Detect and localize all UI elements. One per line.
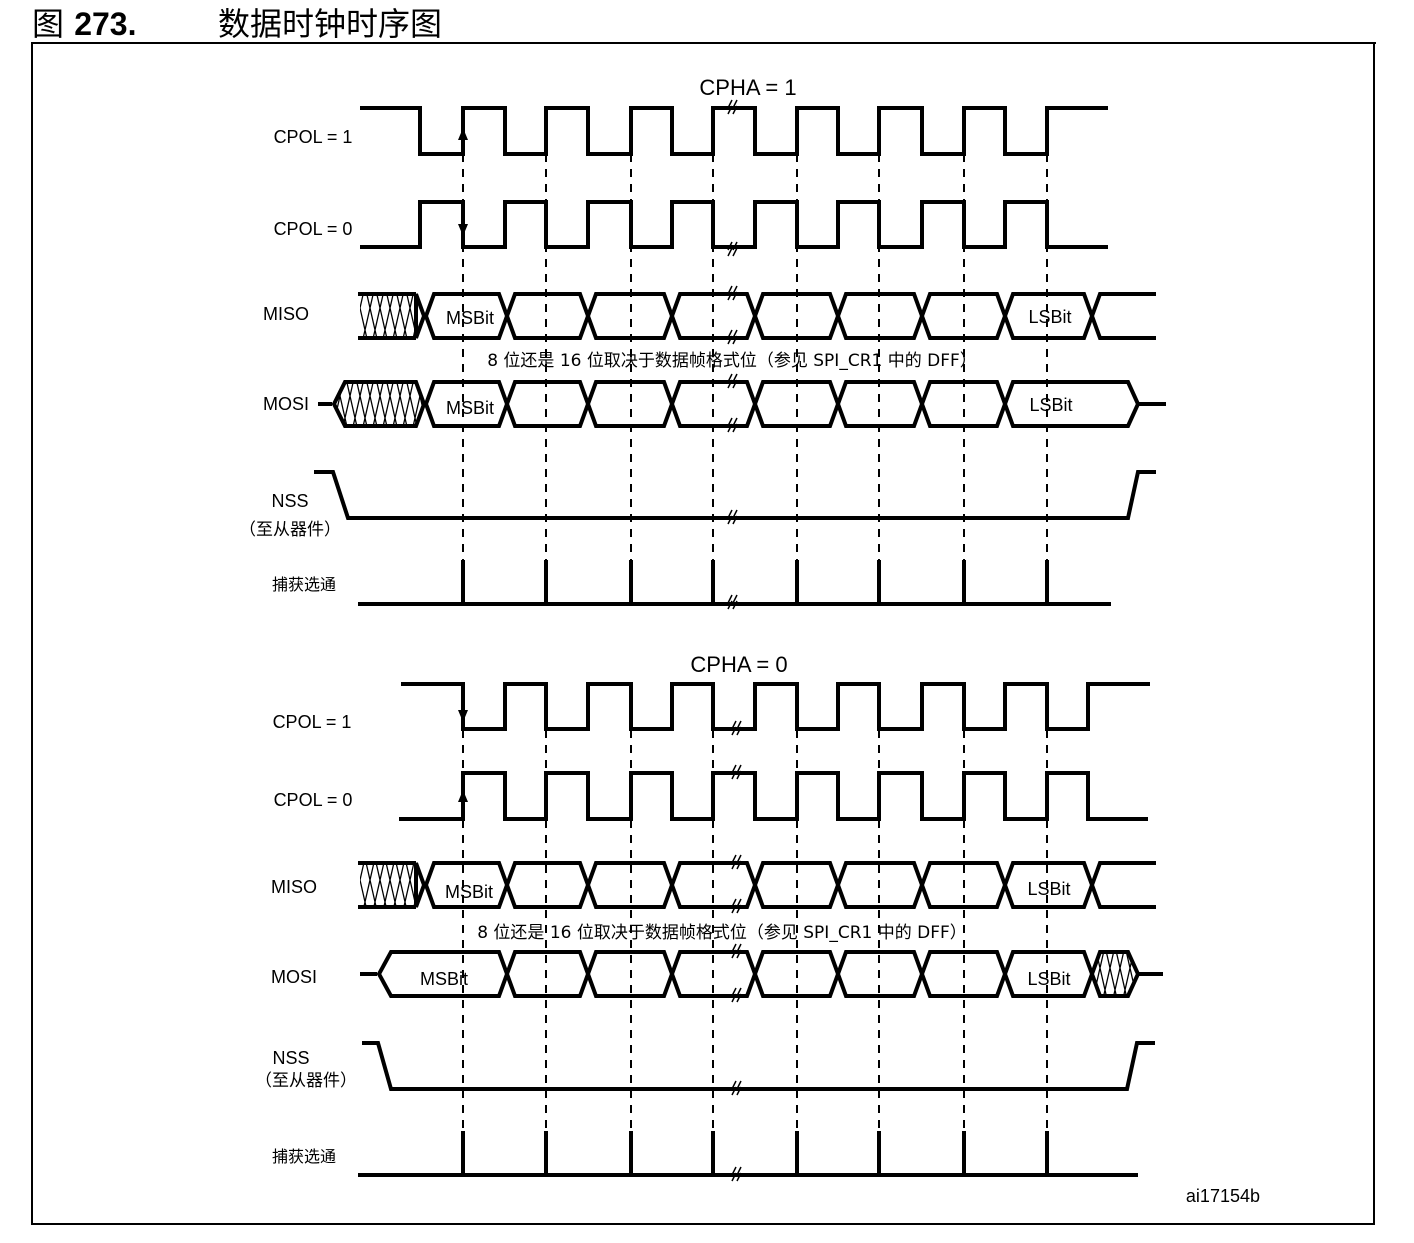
panel-cpha0-heading: CPHA = 0 <box>690 652 787 677</box>
panel-cpha1-miso-undefined <box>360 294 416 338</box>
panel-cpha1-nss-line <box>314 470 1156 520</box>
panel-cpha1-mosi-msb: MSBit <box>446 398 494 418</box>
panel-cpha1-sample-guides <box>462 124 1048 568</box>
panel-cpha0-mosi-bus: MSBit LSBit <box>360 950 1163 998</box>
panel-cpha0-rising-edge-marker <box>458 790 468 802</box>
signal-label-nss-note-2: （至从器件） <box>255 1071 357 1091</box>
signal-label-nss-2: NSS <box>272 1048 309 1068</box>
panel-cpha1-falling-edge-marker <box>458 224 468 236</box>
panel-cpha1-miso-bus: MSBit LSBit <box>358 292 1156 340</box>
panel-cpha1-strobe-line <box>358 560 1111 606</box>
signal-label-mosi: MOSI <box>263 394 309 414</box>
panel-cpha0-time-break-marks <box>731 720 742 1182</box>
panel-cpha1: CPHA = 1 CPOL = 1 CPOL = 0 MISO MOSI NSS… <box>239 75 1166 610</box>
panel-cpha0-miso-msb: MSBit <box>445 882 493 902</box>
panel-cpha1-miso-lsb: LSBit <box>1028 307 1071 327</box>
figure-number: 273. <box>74 6 137 42</box>
panel-cpha1-mosi-lsb: LSBit <box>1029 395 1072 415</box>
signal-label-cpol0: CPOL = 0 <box>274 219 353 239</box>
panel-cpha1-clock-cpol1 <box>360 106 1108 156</box>
panel-cpha0: CPHA = 0 CPOL = 1 CPOL = 0 MISO MOSI NSS… <box>255 652 1163 1182</box>
panel-cpha0-mosi-msb: MSBit <box>420 969 468 989</box>
panel-cpha1-mosi-undefined <box>331 380 427 428</box>
panel-cpha0-miso-undefined <box>360 863 416 907</box>
signal-label-mosi-2: MOSI <box>271 967 317 987</box>
signal-label-nss: NSS <box>271 491 308 511</box>
signal-label-strobe-2: 捕获选通 <box>272 1147 336 1166</box>
panel-cpha0-falling-edge-marker <box>458 710 468 722</box>
panel-cpha1-time-break-marks <box>727 99 738 610</box>
signal-label-strobe: 捕获选通 <box>272 575 336 594</box>
panel-cpha1-heading: CPHA = 1 <box>699 75 796 100</box>
signal-label-miso: MISO <box>263 304 309 324</box>
figure-label: 图 273. <box>32 4 136 44</box>
panel-cpha0-strobe-line <box>358 1131 1138 1177</box>
panel-cpha0-sample-guides <box>462 700 1048 1140</box>
panel-cpha0-nss-line <box>362 1041 1155 1091</box>
panel-cpha0-miso-bus: MSBit LSBit <box>358 861 1156 909</box>
signal-label-miso-2: MISO <box>271 877 317 897</box>
panel-cpha1-miso-msb: MSBit <box>446 308 494 328</box>
panel-cpha1-dff-note: 8 位还是 16 位取决于数据帧格式位（参见 SPI_CR1 中的 DFF） <box>487 351 977 371</box>
panel-cpha1-mosi-bus: MSBit LSBit <box>318 380 1166 428</box>
panel-cpha0-clock-cpol1 <box>401 682 1150 731</box>
panel-cpha0-miso-lsb: LSBit <box>1027 879 1070 899</box>
signal-label-cpol1: CPOL = 1 <box>274 127 353 147</box>
panel-cpha1-rising-edge-marker <box>458 128 468 140</box>
panel-cpha0-mosi-undefined <box>1089 950 1141 998</box>
signal-label-cpol0-2: CPOL = 0 <box>274 790 353 810</box>
figure-header: 图 273. 数据时钟时序图 <box>0 0 1414 46</box>
panel-cpha0-mosi-lsb: LSBit <box>1027 969 1070 989</box>
signal-label-cpol1-2: CPOL = 1 <box>273 712 352 732</box>
panel-cpha0-dff-note: 8 位还是 16 位取决于数据帧格式位（参见 SPI_CR1 中的 DFF） <box>477 923 967 943</box>
figure-frame <box>31 42 1375 1225</box>
figure-id-code: ai17154b <box>1186 1186 1260 1206</box>
panel-cpha1-clock-cpol0 <box>360 200 1108 249</box>
figure-title: 数据时钟时序图 <box>218 5 443 43</box>
signal-label-nss-note: （至从器件） <box>239 520 341 540</box>
figure-label-prefix: 图 <box>32 5 65 43</box>
panel-cpha0-clock-cpol0 <box>399 771 1148 821</box>
